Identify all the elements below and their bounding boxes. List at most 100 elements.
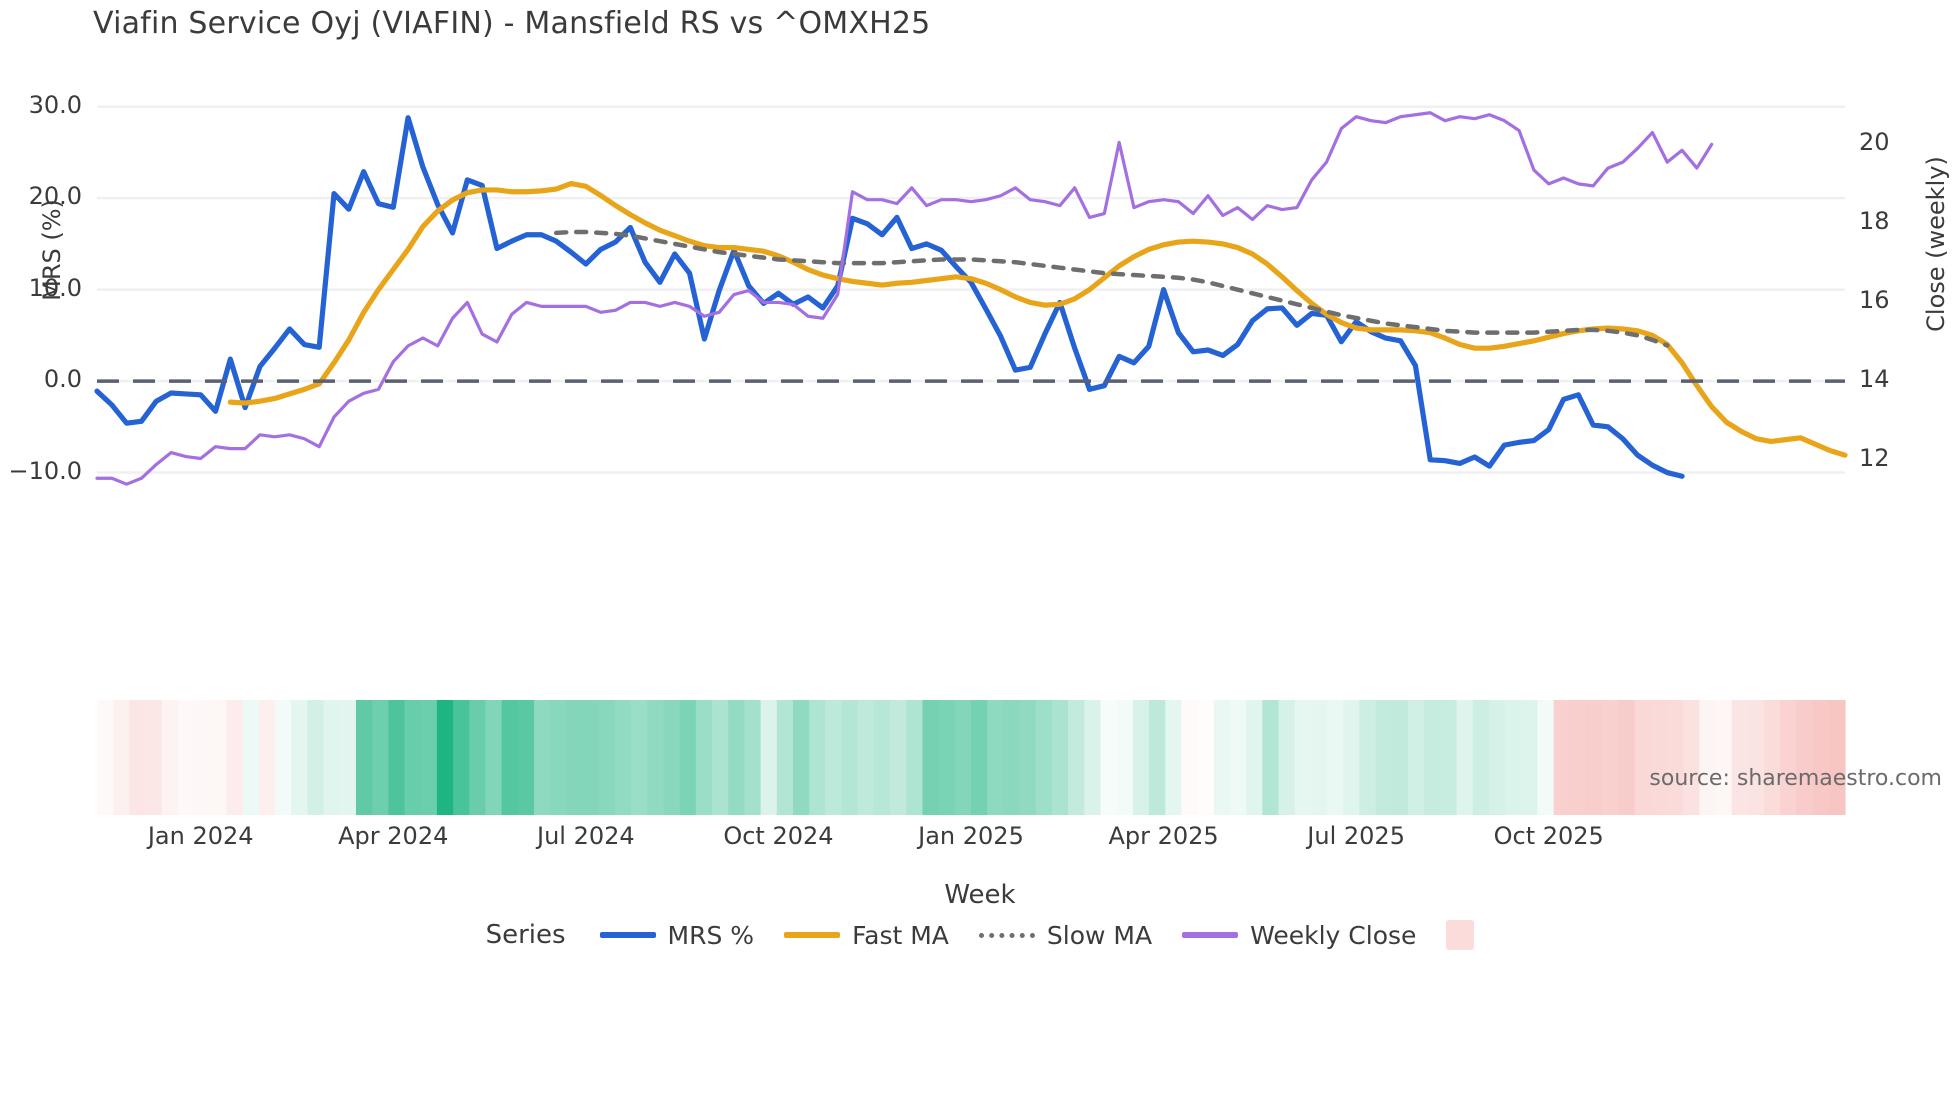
heat-strip-band xyxy=(1035,700,1053,815)
x-axis-tick: Apr 2025 xyxy=(1108,822,1219,850)
y-axis-tick-left: −10.0 xyxy=(8,456,82,485)
heat-strip-band xyxy=(1440,700,1458,815)
legend-item[interactable] xyxy=(1446,920,1475,950)
y-axis-tick-left: 0.0 xyxy=(43,365,82,394)
heat-strip-band xyxy=(355,700,373,815)
heat-strip-band xyxy=(97,700,114,815)
heat-strip-band xyxy=(825,700,843,815)
heat-strip-band xyxy=(1602,700,1620,815)
heat-strip-band xyxy=(550,700,567,815)
heat-strip-band xyxy=(404,700,422,815)
legend-item[interactable]: Weekly Close xyxy=(1182,921,1416,950)
heat-strip-band xyxy=(1812,700,1830,815)
heat-strip-band xyxy=(922,700,940,815)
heat-strip-band xyxy=(792,700,810,815)
legend-swatch-weekly-close xyxy=(1182,932,1239,938)
heat-strip-band xyxy=(1181,700,1199,815)
heat-strip-band xyxy=(1051,700,1069,815)
heat-strip-band xyxy=(1537,700,1555,815)
legend-label: Weekly Close xyxy=(1250,920,1417,950)
heat-strip-band xyxy=(1618,700,1636,815)
heat-strip-band xyxy=(388,700,406,815)
heat-strip-band xyxy=(1100,700,1118,815)
heat-strip-band xyxy=(226,700,244,815)
series-line-weekly-close xyxy=(95,111,1714,486)
heat-strip-band xyxy=(1456,700,1474,815)
heat-strip-band xyxy=(1068,700,1085,815)
heat-strip-band xyxy=(485,700,503,815)
heat-strip-band xyxy=(1650,700,1668,815)
heat-strip-band xyxy=(275,700,292,815)
y-axis-tick-left: 30.0 xyxy=(28,90,82,119)
legend-item[interactable]: Slow MA xyxy=(978,921,1152,950)
heat-strip-band xyxy=(1310,700,1328,815)
heat-strip-band xyxy=(242,700,260,815)
legend-swatch-fast-ma xyxy=(784,932,841,938)
heat-strip-band xyxy=(728,700,746,815)
heat-strip-band xyxy=(647,700,665,815)
x-axis-tick: Oct 2025 xyxy=(1493,822,1604,850)
heat-strip-band xyxy=(1262,700,1280,815)
legend-swatch-mrs- xyxy=(599,932,656,938)
heat-strip-band xyxy=(566,700,584,815)
heat-strip-band xyxy=(1424,700,1441,815)
heat-strip-band xyxy=(129,700,147,815)
y-axis-tick-right: 16 xyxy=(1859,286,1890,315)
heat-strip-band xyxy=(1229,700,1247,815)
heat-strip-band xyxy=(987,700,1004,815)
y-axis-tick-left: 10.0 xyxy=(28,273,82,302)
heat-strip-band xyxy=(712,700,729,815)
heat-strip-band xyxy=(517,700,535,815)
heat-strip-band xyxy=(954,700,972,815)
legend-label: Fast MA xyxy=(852,920,949,950)
heat-strip-band xyxy=(582,700,600,815)
heat-strip-band xyxy=(1003,700,1021,815)
legend-swatch-slow-ma xyxy=(978,932,1035,938)
heat-strip-band xyxy=(1359,700,1377,815)
y-axis-tick-right: 20 xyxy=(1859,128,1890,157)
heat-strip-band xyxy=(1796,700,1814,815)
heat-strip-band xyxy=(1149,700,1166,815)
heat-strip-band xyxy=(1780,700,1798,815)
legend-swatch-heat xyxy=(1446,920,1475,950)
heat-strip-band xyxy=(469,700,487,815)
heat-strip-band xyxy=(1343,700,1361,815)
heat-strip-band xyxy=(890,700,907,815)
heat-strip-band xyxy=(1019,700,1037,815)
heat-strip-band xyxy=(1731,700,1749,815)
series-line-fast-ma xyxy=(227,180,1848,458)
legend-item[interactable]: MRS % xyxy=(599,920,755,950)
heat-strip-band xyxy=(1391,700,1409,815)
x-axis-tick: Jan 2024 xyxy=(147,822,254,850)
heat-strip-band xyxy=(760,700,778,815)
heat-strip-band xyxy=(971,700,988,815)
x-axis-tick: Jan 2025 xyxy=(918,822,1024,850)
heat-strip-band xyxy=(809,700,826,815)
heat-strip-band xyxy=(841,700,859,815)
x-axis-tick: Jul 2024 xyxy=(537,822,635,850)
heat-strip-band xyxy=(177,700,195,815)
heat-strip-band xyxy=(744,700,762,815)
heat-strip-band xyxy=(695,700,713,815)
heat-strip-band xyxy=(453,700,470,815)
legend-item[interactable]: Fast MA xyxy=(784,921,949,950)
heat-strip-band xyxy=(420,700,438,815)
heat-strip-band xyxy=(1488,700,1506,815)
legend-label: MRS % xyxy=(667,920,755,950)
heat-strip-band xyxy=(1327,700,1344,815)
heat-strip-band xyxy=(873,700,891,815)
heat-strip-band xyxy=(1132,700,1150,815)
heat-strip-band xyxy=(1764,700,1781,815)
heat-strip-band xyxy=(1213,700,1231,815)
heat-strip-band xyxy=(1505,700,1522,815)
heat-strip-band xyxy=(1246,700,1263,815)
heat-strip-band xyxy=(1747,700,1765,815)
heat-strip-band xyxy=(1634,700,1652,815)
heat-strip-band xyxy=(857,700,875,815)
heat-strip-band xyxy=(323,700,341,815)
x-axis-tick: Jul 2025 xyxy=(1307,822,1405,850)
x-axis-tick: Oct 2024 xyxy=(723,822,834,850)
heat-strip-band xyxy=(534,700,551,815)
heat-strip-band xyxy=(663,700,681,815)
